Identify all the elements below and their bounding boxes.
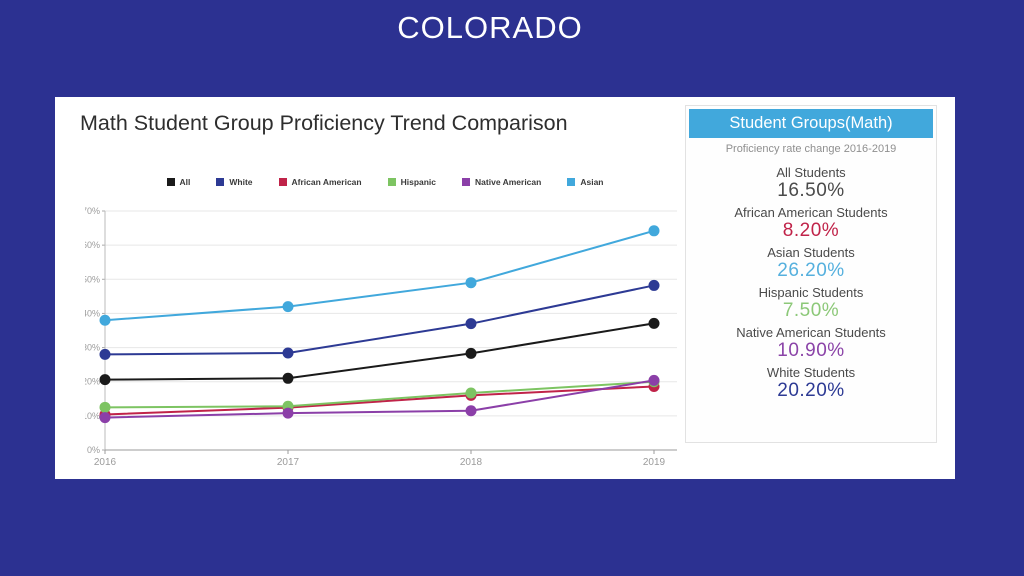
data-point-all <box>99 374 111 386</box>
chart-title: Math Student Group Proficiency Trend Com… <box>80 111 568 135</box>
data-point-white <box>282 347 294 359</box>
group-change-value: 10.90% <box>777 340 845 361</box>
group-change-value: 20.20% <box>777 380 845 401</box>
legend-label: African American <box>291 177 362 187</box>
panel-row: All Students 16.50% <box>776 165 845 202</box>
legend-swatch-icon <box>387 178 396 186</box>
panel-row: African American Students 8.20% <box>734 205 887 242</box>
panel-row: Native American Students 10.90% <box>736 325 886 362</box>
y-tick-label: 10% <box>85 411 100 421</box>
legend-item-all: All <box>166 177 191 187</box>
x-tick-label: 2019 <box>643 457 666 468</box>
series-line-asian <box>104 229 655 322</box>
data-point-asian <box>282 301 294 313</box>
legend-label: White <box>229 177 253 187</box>
y-tick-label: 30% <box>85 343 100 353</box>
panel-header: Student Groups(Math) <box>689 109 933 138</box>
legend-swatch-icon <box>166 178 175 186</box>
panel-subtitle: Proficiency rate change 2016-2019 <box>725 143 897 155</box>
data-point-all <box>282 372 294 384</box>
chart-legend: All White African American Hispanic Native A… <box>85 177 685 187</box>
series-line-white <box>104 284 655 356</box>
legend-label: Hispanic <box>400 177 437 187</box>
data-point-native-american <box>465 405 477 417</box>
data-point-all <box>465 347 477 359</box>
panel-row: Hispanic Students 7.50% <box>759 285 864 322</box>
data-point-native-american <box>99 412 111 424</box>
group-label: African American Students <box>734 205 888 220</box>
series-line-hispanic <box>104 380 655 409</box>
legend-item-native-american: Native American <box>462 177 541 187</box>
x-tick-label: 2016 <box>94 457 117 468</box>
proficiency-trend-chart: 0% 10% 20% 30% 40% 50% 60% 70% 2016 2017 2018 2019 <box>85 206 677 468</box>
group-change-value: 26.20% <box>777 260 845 281</box>
data-point-hispanic <box>99 401 111 413</box>
legend-item-white: White <box>216 177 253 187</box>
group-label: All Students <box>776 165 846 180</box>
legend-swatch-icon <box>216 178 225 186</box>
group-change-value: 8.20% <box>782 220 840 241</box>
data-point-asian <box>648 225 660 237</box>
data-point-native-american <box>648 374 660 386</box>
panel-rows: All Students 16.50% African American Stude… <box>686 165 936 405</box>
group-change-value: 7.50% <box>782 300 840 321</box>
y-tick-label: 70% <box>85 206 100 216</box>
data-point-asian <box>465 277 477 289</box>
legend-swatch-icon <box>278 178 287 186</box>
group-change-value: 16.50% <box>777 180 845 201</box>
panel-row: Asian Students 26.20% <box>767 245 854 282</box>
legend-label: All <box>179 177 191 187</box>
legend-swatch-icon <box>567 178 576 186</box>
x-tick-label: 2017 <box>277 457 300 468</box>
page-title: COLORADO <box>397 10 583 45</box>
dashboard-card: Math Student Group Proficiency Trend Com… <box>55 97 955 479</box>
group-label: Asian Students <box>767 245 855 260</box>
legend-label: Asian <box>580 177 604 187</box>
student-groups-panel: Student Groups(Math) Proficiency rate ch… <box>685 105 937 443</box>
data-point-hispanic <box>465 387 477 399</box>
legend-item-asian: Asian <box>567 177 604 187</box>
data-point-white <box>99 348 111 360</box>
data-point-all <box>648 317 660 329</box>
group-label: Hispanic Students <box>758 285 864 300</box>
legend-item-african-american: African American <box>278 177 362 187</box>
y-tick-label: 60% <box>85 240 100 250</box>
y-tick-label: 50% <box>85 274 100 284</box>
y-tick-label: 20% <box>85 377 100 387</box>
group-label: White Students <box>766 365 856 380</box>
series-line-native-american <box>104 379 655 419</box>
series-line-all <box>104 322 655 381</box>
legend-item-hispanic: Hispanic <box>387 177 437 187</box>
data-point-white <box>648 279 660 291</box>
series-line-african-american <box>104 385 655 416</box>
data-point-native-american <box>282 407 294 419</box>
y-tick-label: 40% <box>85 308 100 318</box>
data-point-white <box>465 318 477 330</box>
data-point-asian <box>99 314 111 326</box>
x-tick-label: 2018 <box>460 457 483 468</box>
panel-row: White Students 20.20% <box>767 365 855 402</box>
y-tick-label: 0% <box>87 445 100 455</box>
legend-swatch-icon <box>462 178 471 186</box>
group-label: Native American Students <box>736 325 886 340</box>
legend-label: Native American <box>475 177 542 187</box>
